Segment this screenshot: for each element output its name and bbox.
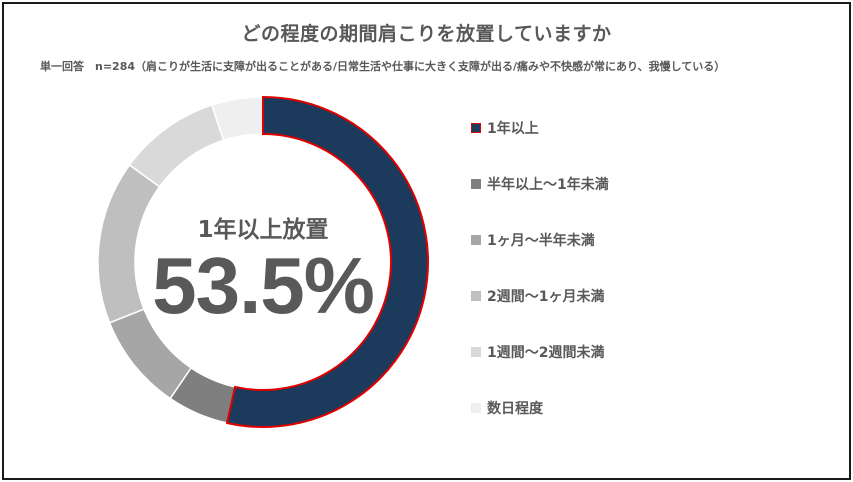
donut-slice-1 xyxy=(225,95,429,428)
donut-slice-5 xyxy=(128,104,225,188)
legend-item-6: 数日程度 xyxy=(471,397,543,419)
legend-label-3: 1ヶ月～半年未満 xyxy=(487,233,595,249)
legend-swatch-2 xyxy=(471,179,481,189)
legend-swatch-4 xyxy=(471,291,481,301)
center-label: 1年以上放置 xyxy=(197,217,329,243)
chart-title: どの程度の期間肩こりを放置していますか xyxy=(241,23,612,45)
legend-item-4: 2週間～1ヶ月未満 xyxy=(471,285,604,307)
legend-label-6: 数日程度 xyxy=(487,401,543,417)
legend-item-3: 1ヶ月～半年未満 xyxy=(471,229,595,251)
center-value: 53.5% xyxy=(152,241,375,330)
chart-subtitle: 単一回答 n=284（肩こりが生活に支障が出ることがある/日常生活や仕事に大きく… xyxy=(40,60,726,73)
legend-item-1: 1年以上 xyxy=(471,117,539,139)
legend-item-2: 半年以上～1年未満 xyxy=(471,173,609,195)
legend-item-5: 1週間～2週間未満 xyxy=(471,341,604,363)
legend-swatch-5 xyxy=(471,347,481,357)
legend-swatch-1 xyxy=(471,123,481,133)
legend-label-1: 1年以上 xyxy=(487,121,539,137)
legend-swatch-6 xyxy=(471,403,481,413)
legend-swatch-3 xyxy=(471,235,481,245)
legend-label-2: 半年以上～1年未満 xyxy=(487,177,609,193)
legend-label-5: 1週間～2週間未満 xyxy=(487,345,605,361)
legend-label-4: 2週間～1ヶ月未満 xyxy=(487,289,605,305)
